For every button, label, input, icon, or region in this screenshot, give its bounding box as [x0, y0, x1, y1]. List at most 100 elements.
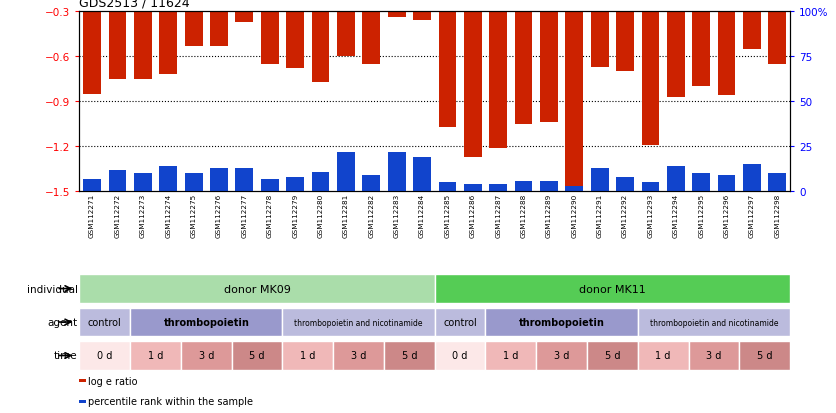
Text: thrombopoietin: thrombopoietin — [518, 317, 604, 327]
Text: 1 d: 1 d — [655, 351, 670, 361]
Bar — [79, 400, 86, 403]
Bar — [134, 12, 152, 80]
Bar — [540, 12, 558, 123]
Bar — [283, 342, 334, 370]
Bar — [413, 158, 431, 192]
Text: 1 d: 1 d — [300, 351, 315, 361]
Bar — [717, 176, 736, 192]
Bar — [185, 12, 202, 47]
Bar — [160, 12, 177, 75]
Bar — [743, 165, 761, 192]
Bar — [130, 342, 181, 370]
Text: time: time — [54, 351, 78, 361]
Bar — [667, 12, 685, 97]
Bar — [334, 342, 384, 370]
Bar — [439, 183, 456, 192]
Bar — [638, 342, 689, 370]
Text: log e ratio: log e ratio — [89, 376, 138, 386]
Text: 1 d: 1 d — [503, 351, 518, 361]
Bar — [337, 152, 354, 192]
Text: 3 d: 3 d — [351, 351, 366, 361]
Text: 3 d: 3 d — [554, 351, 569, 361]
Bar — [489, 185, 507, 192]
Bar — [616, 178, 634, 192]
Bar — [286, 178, 304, 192]
Text: 5 d: 5 d — [604, 351, 620, 361]
Bar — [591, 169, 609, 192]
Bar — [109, 170, 126, 192]
Bar — [312, 12, 329, 83]
Text: 0 d: 0 d — [97, 351, 113, 361]
Bar — [435, 275, 790, 303]
Bar — [79, 380, 86, 382]
Text: thrombopoietin and nicotinamide: thrombopoietin and nicotinamide — [294, 318, 423, 327]
Bar — [79, 308, 130, 336]
Bar — [486, 342, 536, 370]
Bar — [286, 12, 304, 69]
Text: donor MK11: donor MK11 — [579, 284, 645, 294]
Bar — [210, 169, 228, 192]
Bar — [109, 12, 126, 80]
Bar — [388, 12, 405, 18]
Text: 3 d: 3 d — [706, 351, 721, 361]
Text: 5 d: 5 d — [401, 351, 417, 361]
Bar — [768, 12, 786, 65]
Text: GDS2513 / 11624: GDS2513 / 11624 — [79, 0, 190, 10]
Text: 5 d: 5 d — [757, 351, 772, 361]
Text: 5 d: 5 d — [249, 351, 265, 361]
Bar — [160, 167, 177, 192]
Bar — [261, 179, 278, 192]
Text: thrombopoietin: thrombopoietin — [163, 317, 249, 327]
Text: percentile rank within the sample: percentile rank within the sample — [89, 396, 253, 406]
Bar — [312, 172, 329, 192]
Bar — [768, 174, 786, 192]
Bar — [565, 186, 584, 192]
Bar — [743, 12, 761, 50]
Bar — [591, 12, 609, 68]
Bar — [536, 342, 587, 370]
Bar — [515, 12, 533, 125]
Bar — [717, 12, 736, 96]
Text: 3 d: 3 d — [199, 351, 214, 361]
Bar — [667, 167, 685, 192]
Bar — [261, 12, 278, 65]
Bar — [79, 275, 435, 303]
Text: 1 d: 1 d — [148, 351, 163, 361]
Bar — [439, 12, 456, 128]
Bar — [283, 308, 435, 336]
Bar — [489, 12, 507, 148]
Bar — [435, 342, 486, 370]
Text: control: control — [443, 317, 477, 327]
Bar — [641, 183, 660, 192]
Text: agent: agent — [48, 317, 78, 327]
Bar — [84, 179, 101, 192]
Bar — [464, 185, 482, 192]
Bar — [210, 12, 228, 47]
Bar — [638, 308, 790, 336]
Bar — [616, 12, 634, 72]
Text: individual: individual — [27, 284, 78, 294]
Bar — [413, 12, 431, 21]
Text: thrombopoietin and nicotinamide: thrombopoietin and nicotinamide — [650, 318, 778, 327]
Bar — [587, 342, 638, 370]
Bar — [540, 181, 558, 192]
Bar — [692, 174, 710, 192]
Bar — [236, 12, 253, 23]
Text: donor MK09: donor MK09 — [224, 284, 290, 294]
Bar — [692, 12, 710, 87]
Bar — [134, 174, 152, 192]
Bar — [130, 308, 283, 336]
Bar — [486, 308, 638, 336]
Bar — [337, 12, 354, 57]
Bar — [515, 181, 533, 192]
Bar — [641, 12, 660, 145]
Bar — [384, 342, 435, 370]
Bar — [236, 169, 253, 192]
Bar — [84, 12, 101, 95]
Bar — [739, 342, 790, 370]
Bar — [464, 12, 482, 157]
Bar — [185, 174, 202, 192]
Bar — [362, 12, 380, 65]
Bar — [181, 342, 232, 370]
Bar — [435, 308, 486, 336]
